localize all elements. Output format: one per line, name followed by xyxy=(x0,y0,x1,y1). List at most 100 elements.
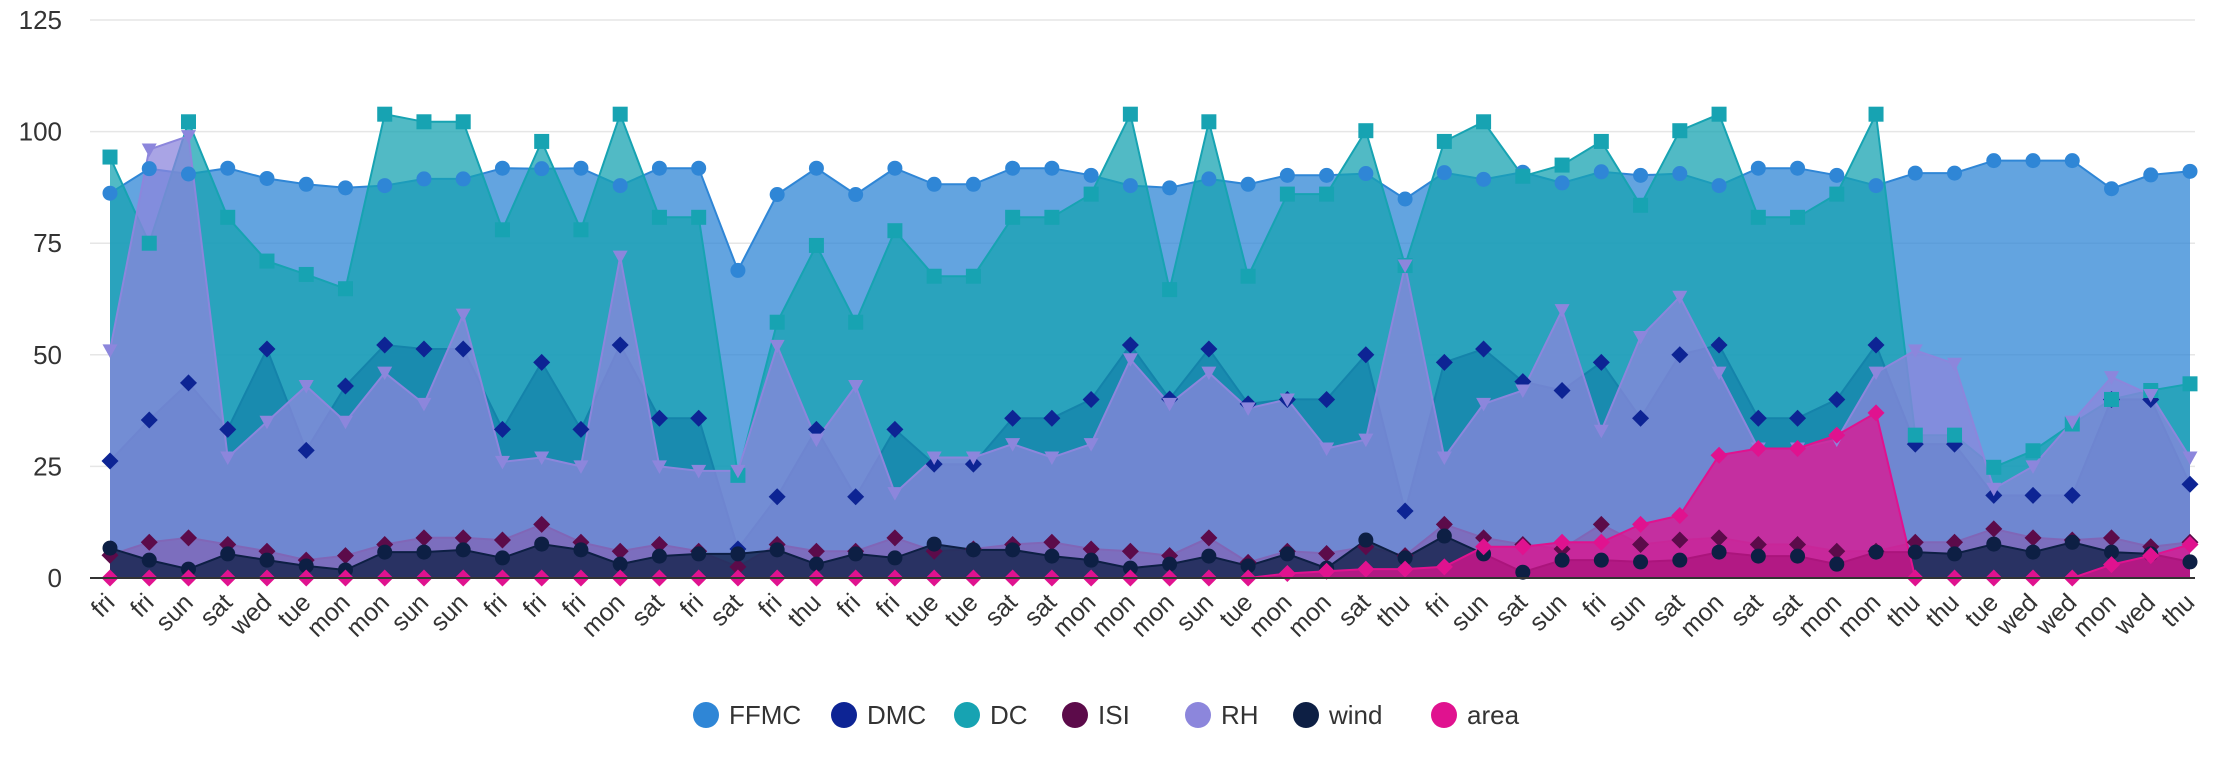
data-point-wind xyxy=(1005,542,1021,558)
legend-symbol xyxy=(954,702,980,728)
data-point-dmc xyxy=(376,336,394,354)
data-point-wind xyxy=(1554,552,1570,568)
data-point-rh xyxy=(1201,366,1217,381)
data-point-dmc xyxy=(258,340,276,358)
legend-item-rh[interactable]: RH xyxy=(1185,700,1259,730)
data-point-dc xyxy=(573,222,589,238)
data-point-ffmc xyxy=(573,160,589,176)
data-point-dc xyxy=(1986,459,2002,475)
y-tick-label: 100 xyxy=(19,117,62,147)
data-point-isi xyxy=(1632,536,1650,554)
data-point-ffmc xyxy=(1672,166,1688,182)
data-point-wind xyxy=(1162,556,1178,572)
data-point-rh xyxy=(2025,460,2041,474)
x-tick-label: fri xyxy=(753,588,788,623)
data-point-ffmc xyxy=(494,160,510,176)
data-point-ffmc xyxy=(651,160,667,176)
x-tick-label: tue xyxy=(900,588,944,632)
data-point-wind xyxy=(1436,528,1452,544)
data-point-ffmc xyxy=(2143,167,2159,183)
data-point-wind xyxy=(691,546,707,562)
data-point-rh xyxy=(534,451,550,465)
x-tick-label: sun xyxy=(425,588,473,636)
data-point-area xyxy=(1475,538,1493,556)
data-point-rh xyxy=(926,451,942,465)
legend[interactable]: FFMC DMC DC ISI RH wind area xyxy=(693,700,1520,730)
legend-item-dc[interactable]: DC xyxy=(954,700,1028,730)
data-point-dc xyxy=(1044,209,1060,225)
data-point-dc xyxy=(534,133,550,149)
data-point-dc xyxy=(1162,282,1178,298)
data-point-dc xyxy=(220,209,236,225)
x-tick-label: tue xyxy=(939,588,983,632)
x-tick-label: thu xyxy=(1920,588,1964,632)
data-point-isi xyxy=(336,547,354,565)
data-point-isi xyxy=(140,533,158,551)
data-point-area xyxy=(1671,507,1689,525)
data-point-area xyxy=(1318,562,1336,580)
data-point-dc xyxy=(612,106,628,122)
y-tick-label: 125 xyxy=(19,5,62,35)
data-point-ffmc xyxy=(1711,178,1727,194)
data-point-wind xyxy=(1986,536,2002,552)
legend-symbol xyxy=(693,702,719,728)
data-point-dc xyxy=(1868,106,1884,122)
data-point-wind xyxy=(573,542,589,558)
data-point-dmc xyxy=(1592,353,1610,371)
legend-item-dmc[interactable]: DMC xyxy=(831,700,926,730)
data-point-dmc xyxy=(1789,409,1807,427)
data-point-dmc xyxy=(415,340,433,358)
data-point-isi xyxy=(807,542,825,560)
x-tick-label: sat xyxy=(705,588,748,631)
data-point-dmc xyxy=(1004,409,1022,427)
x-tick-label: sun xyxy=(1171,588,1219,636)
data-point-isi xyxy=(179,529,197,547)
legend-symbol xyxy=(1185,702,1211,728)
data-point-isi xyxy=(415,529,433,547)
data-point-rh xyxy=(1633,330,1649,345)
data-point-ffmc xyxy=(730,262,746,278)
data-point-wind xyxy=(1672,552,1688,568)
legend-label: RH xyxy=(1221,700,1259,730)
data-point-rh xyxy=(1240,402,1256,416)
data-point-ffmc xyxy=(1554,175,1570,191)
data-point-ffmc xyxy=(1319,167,1335,183)
data-point-dc xyxy=(180,114,196,130)
data-point-dc xyxy=(965,268,981,284)
data-point-dmc xyxy=(572,420,590,438)
data-point-rh xyxy=(1711,366,1727,381)
data-point-rh xyxy=(573,460,589,474)
legend-symbol xyxy=(831,702,857,728)
data-point-rh xyxy=(1672,290,1688,305)
data-point-ffmc xyxy=(1829,167,1845,183)
data-point-wind xyxy=(1633,554,1649,570)
data-point-dc xyxy=(1358,123,1374,139)
data-point-dc xyxy=(1633,197,1649,213)
data-point-isi xyxy=(493,531,511,549)
data-point-isi xyxy=(886,529,904,547)
legend-item-ffmc[interactable]: FFMC xyxy=(693,700,801,730)
data-point-rh xyxy=(2143,388,2159,403)
data-point-dmc xyxy=(1828,390,1846,408)
legend-item-area[interactable]: area xyxy=(1431,700,1520,730)
legend-item-isi[interactable]: ISI xyxy=(1062,700,1130,730)
data-point-wind xyxy=(1868,544,1884,560)
legend-item-wind[interactable]: wind xyxy=(1293,700,1382,730)
data-point-isi xyxy=(1828,542,1846,560)
data-point-wind xyxy=(220,546,236,562)
data-point-dc xyxy=(1476,114,1492,130)
data-point-dc xyxy=(1947,427,1963,443)
data-point-dc xyxy=(1711,106,1727,122)
data-point-dmc xyxy=(807,420,825,438)
data-point-ffmc xyxy=(1907,165,1923,181)
data-point-rh xyxy=(691,464,707,479)
data-point-isi xyxy=(650,536,668,554)
data-point-wind xyxy=(2025,544,2041,560)
data-point-rh xyxy=(1319,442,1335,457)
data-point-area xyxy=(1396,560,1414,578)
data-point-isi xyxy=(1318,544,1336,562)
data-point-dmc xyxy=(219,420,237,438)
data-point-rh xyxy=(1162,397,1178,412)
x-tick-label: sun xyxy=(386,588,434,636)
data-point-wind xyxy=(1201,548,1217,564)
